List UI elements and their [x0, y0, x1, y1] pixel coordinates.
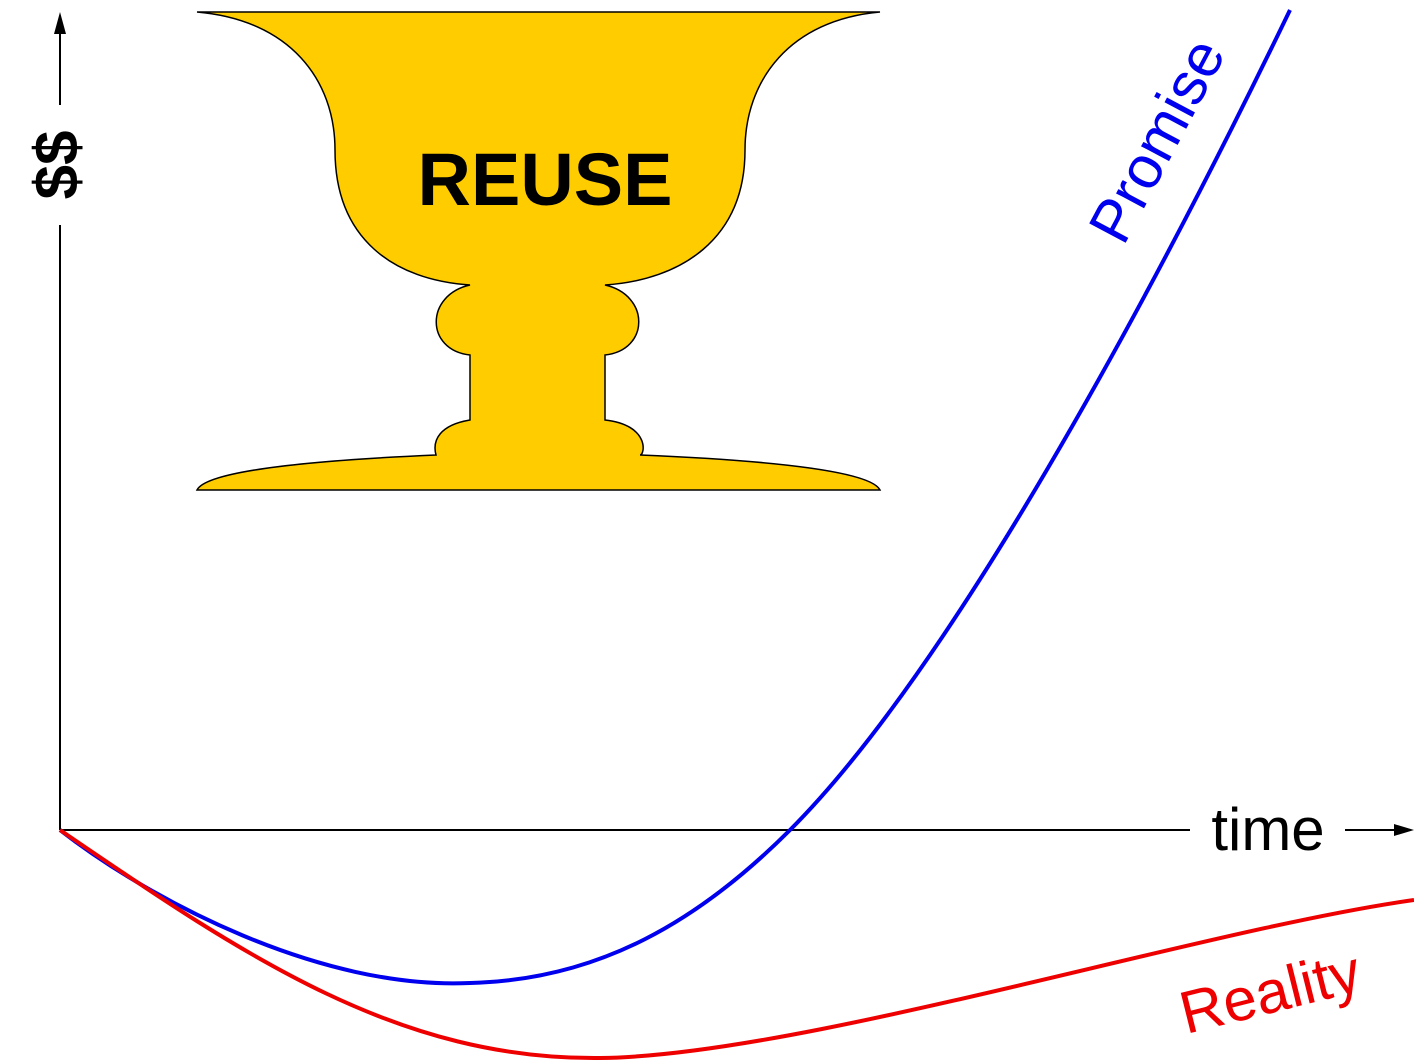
reality-label: Reality	[1173, 937, 1367, 1046]
cup-label: REUSE	[418, 138, 673, 221]
x-axis-label: time	[1211, 796, 1324, 863]
y-axis-label: $$	[23, 131, 92, 200]
x-axis-arrow	[1394, 824, 1414, 836]
grail-cup	[197, 12, 880, 490]
y-axis-arrow	[54, 12, 66, 34]
promise-label: Promise	[1076, 27, 1238, 253]
diagram: $$ time REUSE Promise Reality	[0, 0, 1414, 1061]
